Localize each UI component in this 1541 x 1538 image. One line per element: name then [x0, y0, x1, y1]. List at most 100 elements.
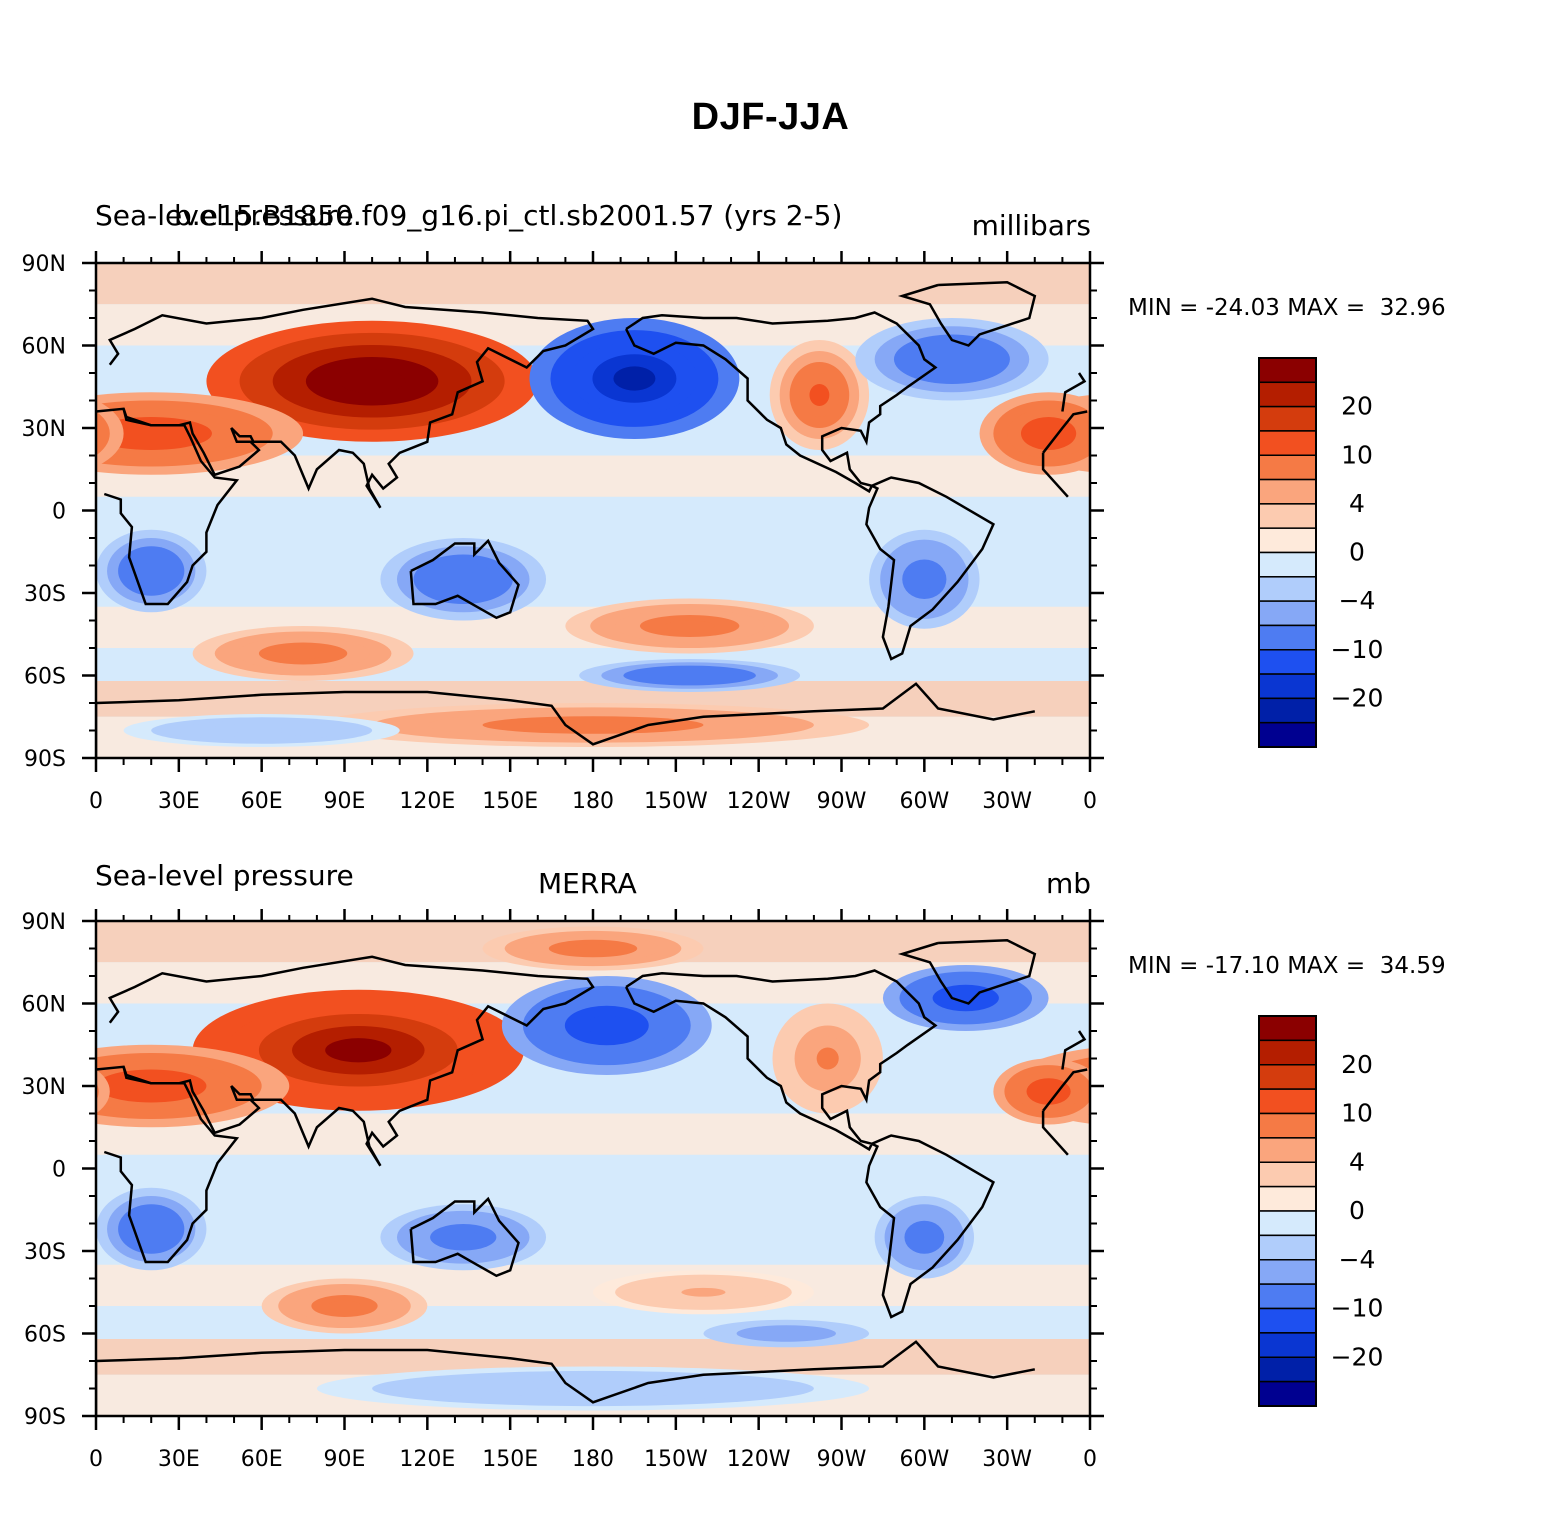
- y-tick-label: 30S: [24, 582, 66, 607]
- colorbar-frame: [1258, 357, 1317, 748]
- panel2-min-max: MIN = -17.10 MAX = 34.59: [1128, 953, 1446, 979]
- colorbar-swatch: [1258, 1380, 1317, 1407]
- colorbar-label: 0: [1349, 538, 1365, 567]
- x-tick-label: 60E: [241, 1447, 283, 1472]
- coastlines: [96, 939, 1088, 1416]
- africa-coastline: [1042, 1068, 1088, 1112]
- pressure-anomaly-7: [882, 965, 1049, 1031]
- africa-coastline: [1041, 1110, 1069, 1156]
- pressure-anomaly-4: [769, 340, 870, 450]
- africa-coastline: [103, 1066, 240, 1264]
- contour-level-wrap: [1084, 426, 1090, 441]
- pressure-anomaly-7: [96, 529, 207, 613]
- pressure-anomaly-11: [261, 1278, 428, 1334]
- colorbar-swatch: [1258, 527, 1317, 554]
- x-tick-label: 180: [572, 789, 614, 814]
- pressure-anomaly-11: [192, 626, 414, 681]
- eurasia-coastline: [1061, 372, 1087, 412]
- pressure-band: [96, 455, 1090, 497]
- x-tick-label: 0: [89, 1447, 103, 1472]
- y-tick-label: 90S: [24, 1405, 66, 1430]
- contour-level: [234, 727, 290, 734]
- panel2-units-label: mb: [1045, 867, 1091, 900]
- pressure-field: [96, 263, 1090, 758]
- colorbar-label: 20: [1341, 1050, 1373, 1079]
- contour-level: [140, 1220, 163, 1238]
- colorbar-label: 4: [1349, 1147, 1365, 1176]
- colorbar-swatch: [1258, 649, 1317, 675]
- colorbar-label: 10: [1341, 1099, 1373, 1128]
- contour-level: [914, 1229, 935, 1246]
- contour-level-wrap: [96, 1069, 110, 1114]
- colorbar-frame: [1258, 1015, 1317, 1407]
- colorbar-swatch: [1258, 1234, 1317, 1261]
- pressure-anomaly-9: [380, 1204, 547, 1271]
- namerica-coastline: [624, 969, 938, 1152]
- greenland-coastline: [897, 939, 1037, 1005]
- colorbar-swatch: [1258, 721, 1317, 748]
- colorbar-2: 20 10 4 0 −4 −10 −20: [1258, 1015, 1384, 1407]
- colorbar-label: 0: [1349, 1196, 1365, 1225]
- colorbar-swatch: [1258, 1088, 1317, 1115]
- colorbar-swatch: [1258, 1307, 1317, 1334]
- x-tick-label: 90W: [817, 1447, 867, 1472]
- x-tick-label: 60E: [241, 789, 283, 814]
- colorbar-swatch: [1258, 1015, 1317, 1042]
- colorbar-swatch: [1258, 600, 1317, 627]
- x-tick-label: 60W: [899, 1447, 949, 1472]
- pressure-band: [96, 263, 1090, 305]
- colorbar-label: −4: [1339, 586, 1376, 615]
- pressure-anomaly-6: [501, 976, 712, 1075]
- x-tick-label: 90E: [324, 1447, 366, 1472]
- y-tick-label: 90N: [22, 252, 66, 277]
- colorbar-swatch: [1258, 673, 1317, 700]
- x-tick-label: 30W: [982, 789, 1032, 814]
- pressure-anomaly-10: [874, 1196, 975, 1279]
- contour-level: [327, 1300, 362, 1312]
- pressure-anomaly-5: [529, 318, 740, 439]
- colorbar-swatch: [1258, 357, 1317, 384]
- colorbar-swatch: [1258, 454, 1317, 481]
- colorbar-swatch: [1258, 381, 1317, 408]
- pressure-anomaly-13: [703, 1319, 870, 1348]
- colorbar-swatch: [1258, 697, 1317, 724]
- colorbar-label: −20: [1331, 1342, 1384, 1371]
- contour-level: [140, 562, 163, 580]
- colorbar-swatch: [1258, 1332, 1317, 1358]
- colorbar-swatch: [1258, 405, 1317, 432]
- x-tick-label: 120E: [399, 1447, 455, 1472]
- antarctica-coastline: [96, 682, 1036, 746]
- x-tick-label: 120E: [399, 789, 455, 814]
- contour-level: [537, 1384, 649, 1393]
- panel-2: 0 30E 60E 90E 120E 150E 180 150W 120W 90W 60W 30W 09…: [22, 909, 1384, 1472]
- contour-level: [446, 571, 480, 588]
- greenland-coastline: [897, 281, 1037, 347]
- panel-1: 0 30E 60E 90E 120E 150E 180 150W 120W 90W 60W 30W 09…: [22, 251, 1383, 814]
- colorbar-swatch: [1258, 430, 1317, 456]
- contour-level: [570, 944, 616, 953]
- colorbar-swatch: [1258, 1283, 1317, 1310]
- contour-level: [809, 384, 830, 406]
- namerica-coastline: [624, 311, 938, 494]
- australia-coastline: [409, 538, 520, 620]
- pressure-anomaly-13: [316, 703, 870, 747]
- colorbar-swatch: [1258, 503, 1317, 529]
- contour-level: [681, 1287, 726, 1297]
- contour-level: [913, 569, 936, 590]
- x-tick-label: 60W: [899, 789, 949, 814]
- colorbar-swatch: [1258, 478, 1317, 505]
- colorbar-swatch: [1258, 1137, 1317, 1163]
- colorbar-swatch: [1258, 576, 1317, 602]
- colorbar-swatch: [1258, 1356, 1317, 1383]
- samerica-coastline: [865, 476, 996, 661]
- colorbar-swatch: [1258, 1185, 1317, 1212]
- contour-level: [816, 1047, 839, 1070]
- y-tick-label: 90S: [24, 747, 66, 772]
- colorbar-swatch: [1258, 1112, 1317, 1139]
- pressure-anomaly-6: [855, 318, 1049, 401]
- contour-level: [585, 1015, 628, 1036]
- panel2-center-label: MERRA: [538, 867, 637, 900]
- y-tick-label: 0: [52, 500, 66, 525]
- y-tick-label: 30N: [22, 1075, 66, 1100]
